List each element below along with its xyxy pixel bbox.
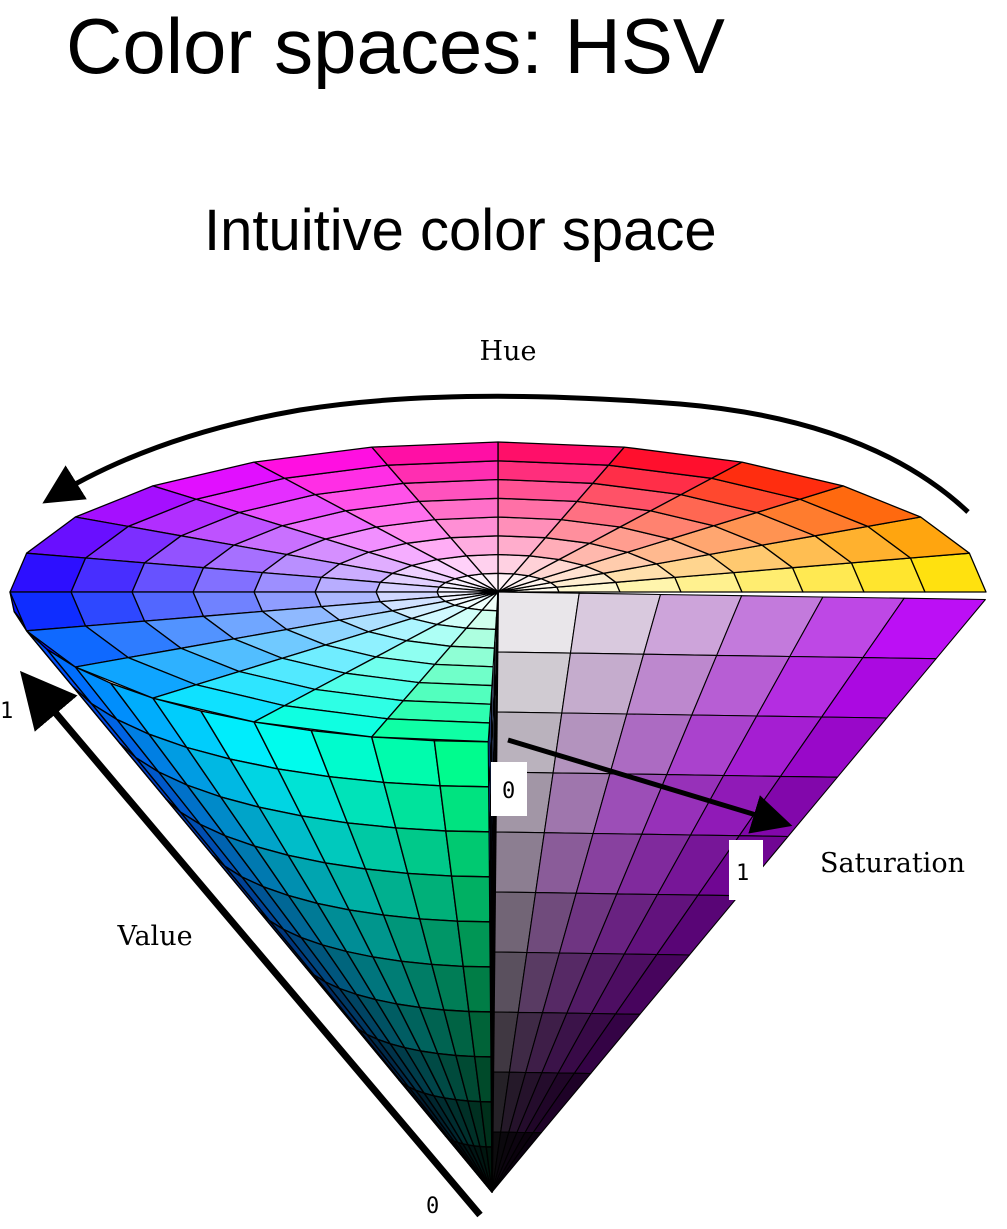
value-arrow xyxy=(19,670,483,1218)
saturation-one-box xyxy=(729,840,763,900)
saturation-arrow xyxy=(507,737,793,834)
value-min-label: 0 xyxy=(426,1194,439,1219)
slide-title: Color spaces: HSV xyxy=(66,2,725,90)
hue-arrow xyxy=(42,393,970,514)
cone-side-surface xyxy=(9,591,499,1193)
hue-label: Hue xyxy=(480,336,537,367)
cone-top-disc xyxy=(9,441,987,743)
saturation-min-label: 0 xyxy=(502,779,515,804)
saturation-max-label: 1 xyxy=(736,861,749,886)
cone-cutaway-faces xyxy=(487,591,986,1193)
value-label: Value xyxy=(116,921,192,952)
slide-subtitle: Intuitive color space xyxy=(204,198,717,263)
value-max-label: 1 xyxy=(0,699,13,724)
saturation-label: Saturation xyxy=(820,848,965,879)
saturation-zero-box xyxy=(491,762,527,816)
